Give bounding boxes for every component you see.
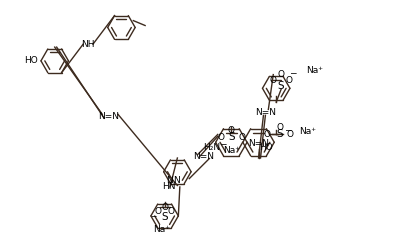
Text: O: O bbox=[168, 208, 175, 216]
Text: O: O bbox=[270, 76, 277, 85]
Text: Na⁺: Na⁺ bbox=[306, 66, 323, 75]
Text: O: O bbox=[161, 203, 168, 212]
Text: O: O bbox=[217, 133, 225, 142]
Text: S: S bbox=[228, 132, 235, 142]
Text: −: − bbox=[151, 212, 157, 221]
Text: O: O bbox=[287, 130, 294, 139]
Text: Na⁺: Na⁺ bbox=[153, 225, 170, 234]
Text: S: S bbox=[277, 129, 283, 139]
Text: N: N bbox=[166, 176, 173, 184]
Text: N=N: N=N bbox=[98, 112, 119, 121]
Text: O: O bbox=[277, 123, 284, 132]
Text: N=N: N=N bbox=[193, 152, 214, 161]
Text: S: S bbox=[161, 212, 168, 222]
Text: O: O bbox=[263, 130, 270, 139]
Text: O: O bbox=[238, 133, 245, 142]
Text: HO: HO bbox=[24, 56, 38, 65]
Text: Na⁺: Na⁺ bbox=[223, 146, 240, 155]
Text: NH: NH bbox=[81, 40, 95, 49]
Text: HO: HO bbox=[260, 143, 273, 152]
Text: O: O bbox=[278, 70, 284, 79]
Text: O: O bbox=[154, 208, 161, 216]
Text: N: N bbox=[173, 176, 180, 184]
Text: −: − bbox=[219, 139, 226, 148]
Text: −: − bbox=[284, 125, 292, 134]
Text: HN: HN bbox=[162, 182, 176, 192]
Text: N=N: N=N bbox=[248, 139, 269, 148]
Text: H₂N: H₂N bbox=[203, 143, 221, 152]
Text: S: S bbox=[278, 81, 284, 91]
Text: O: O bbox=[228, 126, 235, 135]
Text: N=N: N=N bbox=[255, 108, 276, 117]
Text: Na⁺: Na⁺ bbox=[299, 127, 317, 136]
Text: O: O bbox=[286, 76, 292, 85]
Text: −: − bbox=[289, 68, 297, 77]
